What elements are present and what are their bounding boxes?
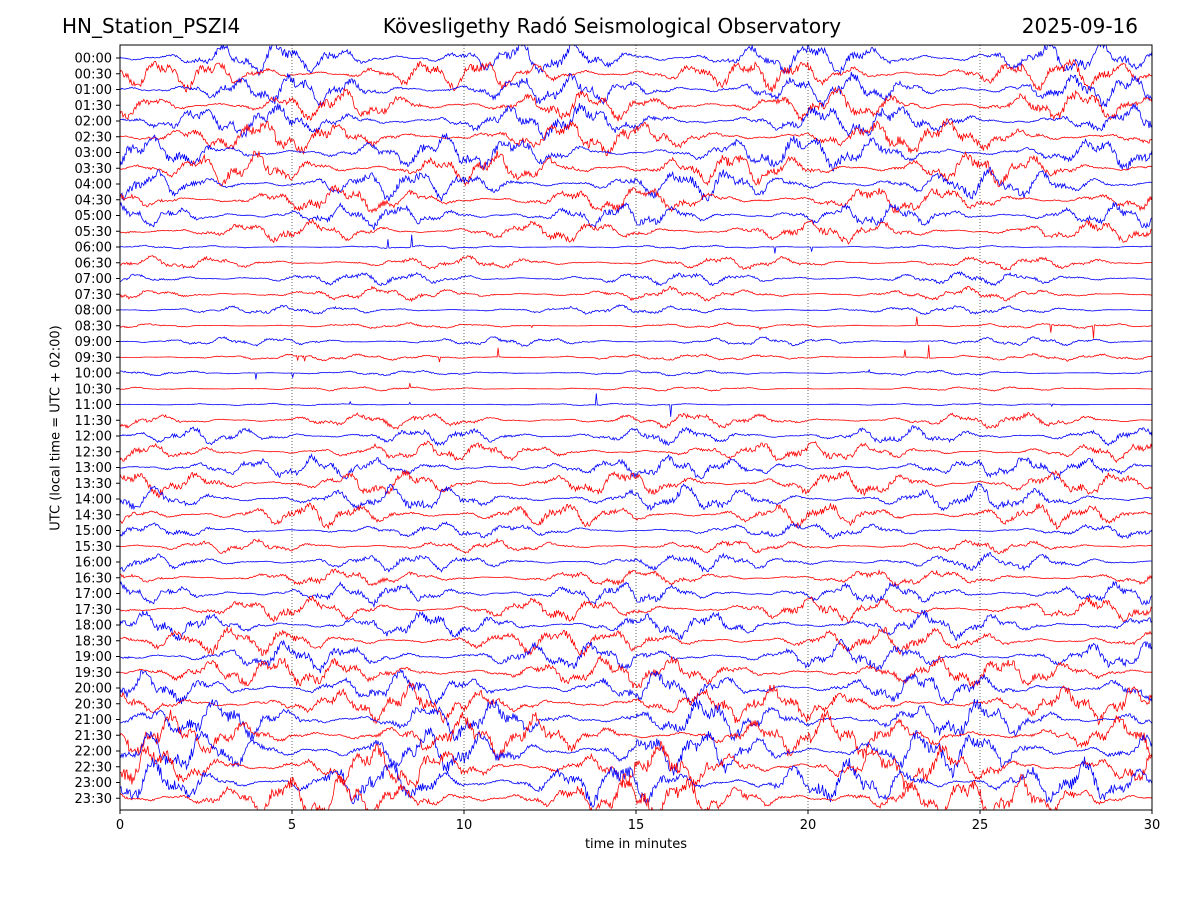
y-tick-label: 18:30 [75, 634, 112, 649]
trace-0930 [120, 344, 1152, 363]
y-tick-label: 22:30 [75, 760, 112, 775]
y-tick-label: 06:00 [75, 241, 112, 256]
trace-1430 [120, 502, 1152, 530]
y-tick-label: 21:30 [75, 729, 112, 744]
x-tick-label: 30 [1144, 818, 1161, 833]
y-tick-label: 03:30 [75, 162, 112, 177]
y-tick-label: 22:00 [75, 745, 112, 760]
y-tick-label: 00:30 [75, 67, 112, 82]
y-tick-label: 08:00 [75, 304, 112, 319]
y-tick-label: 11:30 [75, 414, 112, 429]
y-tick-label: 17:30 [75, 603, 112, 618]
trace-1400 [120, 482, 1152, 512]
trace-0100 [120, 71, 1152, 109]
observatory-title: Kövesligethy Radó Seismological Observat… [382, 14, 842, 38]
y-tick-label: 01:30 [75, 99, 112, 114]
y-tick-label: 01:00 [75, 83, 112, 98]
y-tick-label: 13:00 [75, 461, 112, 476]
x-tick-label: 10 [456, 818, 473, 833]
x-tick-label: 15 [628, 818, 645, 833]
y-tick-label: 15:30 [75, 540, 112, 555]
trace-1600 [120, 551, 1152, 573]
y-tick-label: 14:30 [75, 508, 112, 523]
trace-1100 [120, 393, 1152, 417]
y-tick-label: 23:00 [75, 776, 112, 791]
trace-1630 [120, 568, 1152, 587]
y-tick-label: 03:00 [75, 146, 112, 161]
y-tick-label: 20:00 [75, 682, 112, 697]
y-tick-label: 15:00 [75, 524, 112, 539]
y-tick-label: 16:30 [75, 571, 112, 586]
trace-1300 [120, 453, 1152, 481]
trace-0900 [120, 336, 1152, 347]
y-tick-label: 17:00 [75, 587, 112, 602]
y-tick-label: 00:00 [75, 52, 112, 67]
x-tick-label: 0 [116, 818, 124, 833]
x-tick-label: 20 [800, 818, 817, 833]
trace-0830 [120, 316, 1152, 339]
trace-0700 [120, 271, 1152, 287]
trace-0130 [120, 86, 1152, 122]
y-tick-label: 04:30 [75, 193, 112, 208]
y-tick-label: 12:00 [75, 430, 112, 445]
x-tick-label: 5 [288, 818, 296, 833]
trace-0730 [120, 285, 1152, 303]
y-tick-label: 05:00 [75, 209, 112, 224]
y-tick-label: 07:30 [75, 288, 112, 303]
x-tick-label: 25 [972, 818, 989, 833]
x-axis: 0 5 10 15 20 25 30 [116, 810, 1160, 833]
y-tick-label: 09:00 [75, 335, 112, 350]
y-tick-label: 07:00 [75, 272, 112, 287]
y-tick-label: 04:00 [75, 178, 112, 193]
y-axis-label: UTC (local time = UTC + 02:00) [48, 325, 64, 531]
trace-1500 [120, 521, 1152, 540]
y-axis: 00:0000:3001:0001:3002:0002:3003:0003:30… [75, 52, 120, 807]
trace-1530 [120, 537, 1152, 554]
y-tick-label: 19:00 [75, 650, 112, 665]
y-tick-label: 19:30 [75, 666, 112, 681]
x-axis-label: time in minutes [584, 837, 688, 852]
record-date: 2025-09-16 [1021, 14, 1138, 38]
y-tick-label: 10:30 [75, 382, 112, 397]
y-tick-label: 18:00 [75, 619, 112, 634]
y-tick-label: 05:30 [75, 225, 112, 240]
y-tick-label: 23:30 [75, 792, 112, 807]
trace-2200 [120, 727, 1152, 779]
station-name: HN_Station_PSZI4 [62, 14, 241, 38]
y-tick-label: 11:00 [75, 398, 112, 413]
trace-0400 [120, 166, 1152, 202]
y-tick-label: 14:00 [75, 493, 112, 508]
y-tick-label: 09:30 [75, 351, 112, 366]
trace-1000 [120, 368, 1152, 380]
y-tick-label: 10:00 [75, 367, 112, 382]
y-tick-label: 02:30 [75, 130, 112, 145]
y-tick-label: 13:30 [75, 477, 112, 492]
y-tick-label: 20:30 [75, 697, 112, 712]
y-tick-label: 12:30 [75, 445, 112, 460]
y-tick-label: 21:00 [75, 713, 112, 728]
y-tick-label: 16:00 [75, 556, 112, 571]
y-tick-label: 02:00 [75, 115, 112, 130]
y-tick-label: 08:30 [75, 319, 112, 334]
y-tick-label: 06:30 [75, 256, 112, 271]
trace-0430 [120, 184, 1152, 214]
